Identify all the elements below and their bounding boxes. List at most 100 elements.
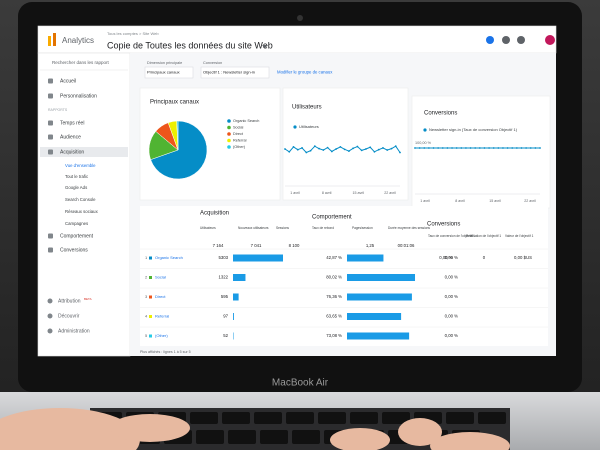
row-name[interactable]: Direct <box>155 294 166 299</box>
link[interactable]: Modifier le groupe de canaux <box>277 70 333 75</box>
legend-swatch <box>423 128 427 132</box>
card <box>139 87 281 201</box>
column-header[interactable]: Valeur de l'objectif 1 <box>505 234 534 238</box>
column-header[interactable]: Taux de rebond <box>312 226 334 230</box>
y-tick-label: 100,00 % <box>415 141 432 145</box>
nav-item[interactable]: Search Console <box>65 197 96 202</box>
nav-icon <box>47 313 53 319</box>
filter-label: Conversion <box>203 61 222 65</box>
nav-item[interactable]: Google Ads <box>65 185 87 190</box>
dropdown-arrow[interactable] <box>262 45 268 48</box>
line-point <box>465 147 467 149</box>
icon[interactable] <box>486 36 494 44</box>
table-footer: Plus affichés : lignes 1 à 5 sur 5 <box>140 350 191 354</box>
column-header[interactable]: Utilisateurs <box>200 226 216 230</box>
badge: BETA <box>84 297 92 301</box>
x-tick-label: 15 avril <box>353 191 365 195</box>
row-conversion: 0,00 % <box>445 255 459 260</box>
filter-value[interactable]: Objectif 1 : Newsletter sign-in <box>203 70 255 75</box>
row-name[interactable]: (Other) <box>155 333 168 338</box>
total: 7 041 <box>251 243 262 248</box>
line-point <box>288 150 291 153</box>
x-tick-label: 8 avril <box>455 199 465 203</box>
nav-item[interactable]: Audience <box>60 134 81 140</box>
line-point <box>520 147 523 149</box>
pie-slice <box>150 120 208 180</box>
line-point <box>335 148 338 150</box>
nav-item[interactable]: Vue d'ensemble <box>65 163 96 168</box>
nav-icon <box>48 247 53 253</box>
filter-value[interactable]: Principaux canaux <box>147 70 180 75</box>
users-bar <box>233 293 239 301</box>
nav-item[interactable]: Découvrir <box>58 313 80 319</box>
total: 00:01:06 <box>398 243 415 248</box>
nav-icon <box>48 233 53 239</box>
avatar[interactable] <box>545 35 555 45</box>
row-conversion: 0,00 % <box>445 294 459 299</box>
line-point <box>343 148 346 151</box>
nav-item[interactable]: Attribution <box>58 298 81 304</box>
row-name[interactable]: Social <box>155 275 166 280</box>
line-point <box>386 149 389 151</box>
row-name[interactable]: Organic Search <box>155 255 183 260</box>
line-point <box>529 147 532 149</box>
x-tick-label: 1 avril <box>420 199 430 203</box>
line-point <box>305 151 308 154</box>
breadcrumb: Tous les comptes > Site Web <box>107 31 159 36</box>
row-users: 595 <box>221 294 229 299</box>
line-point <box>330 150 333 153</box>
line-point <box>318 147 320 150</box>
nav-item[interactable]: Temps réel <box>60 120 84 126</box>
column-header[interactable]: Nouveaux utilisateurs <box>238 226 269 230</box>
line-point <box>414 147 416 149</box>
legend-label: (Other) <box>233 145 246 149</box>
line-point <box>511 147 514 149</box>
nav-item[interactable]: Réseaux sociaux <box>65 209 99 214</box>
section-title: Comportement <box>312 215 352 221</box>
line-point <box>418 147 421 149</box>
icon[interactable] <box>502 36 510 44</box>
legend-label: Organic Search <box>233 119 259 123</box>
line-point <box>539 147 541 149</box>
nav-item[interactable]: Accueil <box>60 78 76 84</box>
column-header[interactable]: Réalisation de l'objectif 1 <box>466 234 501 238</box>
nav-item[interactable]: Acquisition <box>60 149 84 155</box>
column-header[interactable]: Durée moyenne des sessions <box>388 226 430 230</box>
line-point <box>301 147 303 149</box>
line-point <box>365 148 367 150</box>
line-point <box>356 145 359 148</box>
row-bounce: 76,36 % <box>326 294 342 299</box>
nav-item[interactable]: Conversions <box>60 247 88 253</box>
row-users: 97 <box>223 314 228 319</box>
filter-box[interactable] <box>144 66 194 79</box>
column-header[interactable]: Taux de conversion de l'objectif 1 <box>428 234 475 238</box>
row-name[interactable]: Referral <box>155 314 169 319</box>
line-point <box>506 147 509 149</box>
icon[interactable] <box>517 36 525 44</box>
line-point <box>483 147 486 149</box>
total: 8 100 <box>289 243 300 248</box>
column-header[interactable]: Sessions <box>276 226 289 230</box>
column-header[interactable]: Pages/session <box>352 226 373 230</box>
line-point <box>515 147 518 149</box>
line-point <box>437 147 440 149</box>
search-box[interactable]: Rechercher dans les rapport <box>52 60 110 65</box>
nav-item[interactable]: Campagnes <box>65 221 88 226</box>
card <box>411 95 551 209</box>
nav-icon <box>47 298 53 304</box>
page-title[interactable]: Copie de Toutes les données du site Web <box>107 40 273 50</box>
total: 0,00 $US <box>514 255 532 260</box>
nav-item[interactable]: Personnalisation <box>60 93 97 99</box>
nav-item[interactable]: Administration <box>58 328 90 334</box>
card <box>282 87 409 201</box>
line-point <box>492 147 495 149</box>
nav-item[interactable]: Comportement <box>60 233 94 239</box>
line-point <box>534 147 537 149</box>
header-bar <box>37 25 557 54</box>
users-bar <box>233 313 234 320</box>
filter-box[interactable] <box>200 66 270 79</box>
nav-item[interactable]: Tout le trafic <box>65 174 89 179</box>
nav-icon <box>47 328 53 334</box>
